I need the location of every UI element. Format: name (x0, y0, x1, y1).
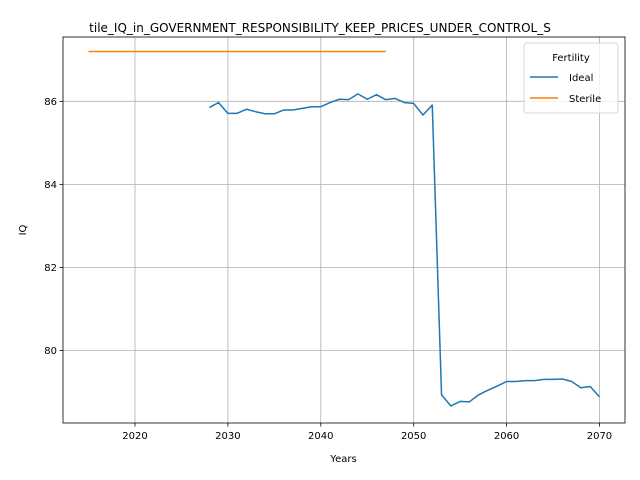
legend-title: Fertility (552, 53, 590, 64)
y-tick-label: 86 (44, 97, 57, 108)
plot-frame (62, 36, 626, 424)
legend-box (523, 42, 619, 114)
y-axis-ticks: 80 82 84 86 (44, 97, 63, 357)
x-tick-label: 2030 (215, 431, 240, 442)
x-tick-label: 2070 (587, 431, 612, 442)
y-tick-label: 80 (44, 346, 57, 357)
y-axis-label: IQ (18, 224, 29, 235)
x-tick-label: 2050 (401, 431, 426, 442)
x-tick-label: 2040 (308, 431, 333, 442)
series-lines (88, 50, 601, 407)
y-tick-label: 82 (44, 263, 57, 274)
legend-label-sterile: Sterile (569, 94, 601, 105)
x-axis-label: Years (329, 454, 356, 465)
series-line-ideal (208, 93, 601, 407)
y-tick-label: 84 (44, 180, 57, 191)
chart-title: tile_IQ_in_GOVERNMENT_RESPONSIBILITY_KEE… (89, 21, 551, 35)
x-tick-label: 2020 (122, 431, 147, 442)
x-tick-label: 2060 (494, 431, 519, 442)
legend: Fertility Ideal Sterile (523, 42, 619, 114)
legend-label-ideal: Ideal (569, 73, 593, 84)
x-axis-ticks: 2020 2030 2040 2050 2060 2070 (122, 423, 612, 442)
